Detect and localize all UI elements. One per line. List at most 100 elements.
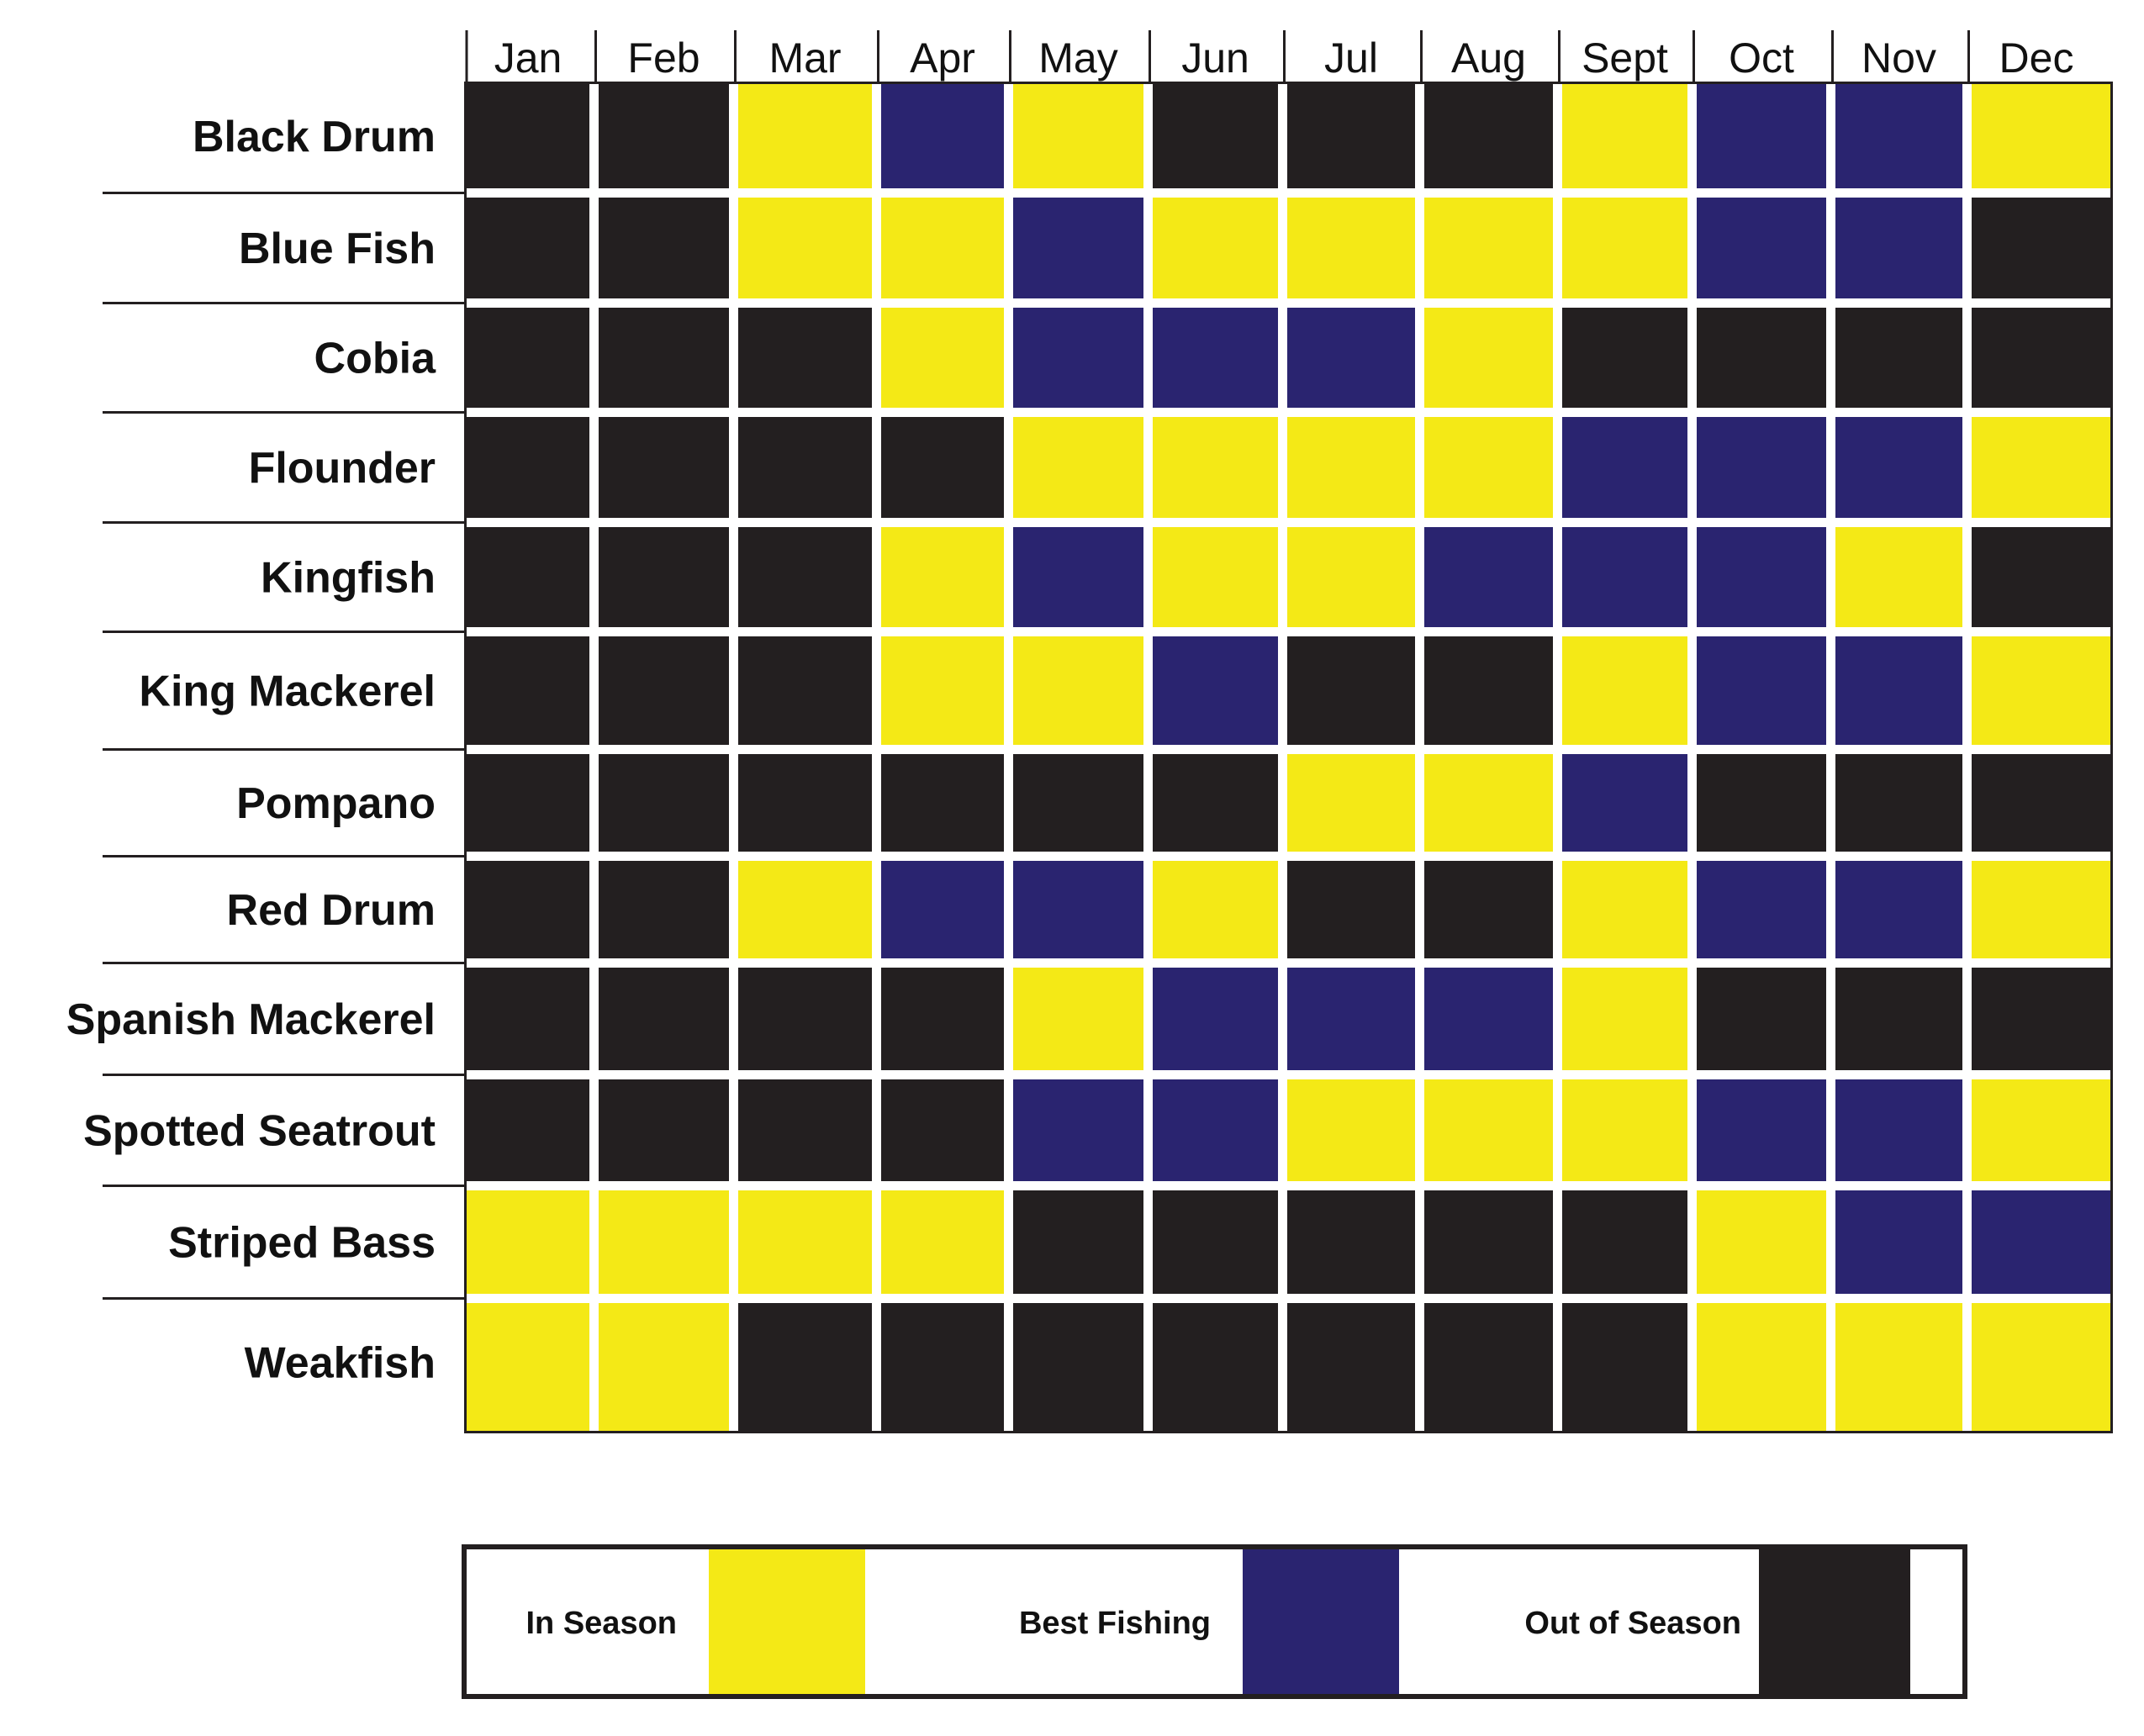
cell-red-drum-may (1013, 861, 1143, 958)
cell-weakfish-feb (599, 1303, 729, 1431)
cell-spotted-seatrout-sept (1562, 1079, 1687, 1181)
cell-spanish-mackerel-dec (1972, 968, 2110, 1070)
cell-spotted-seatrout-jan (467, 1079, 589, 1181)
cell-cobia-dec (1972, 308, 2110, 408)
cell-cobia-mar (738, 308, 872, 408)
cell-kingfish-oct (1697, 527, 1826, 627)
cell-black-drum-mar (738, 84, 872, 188)
cell-weakfish-jan (467, 1303, 589, 1431)
cell-red-drum-mar (738, 861, 872, 958)
cell-blue-fish-sept (1562, 198, 1687, 298)
cell-black-drum-may (1013, 84, 1143, 188)
cell-kingfish-mar (738, 527, 872, 627)
cell-pompano-dec (1972, 754, 2110, 852)
cell-red-drum-nov (1835, 861, 1962, 958)
cell-cobia-feb (599, 308, 729, 408)
cell-red-drum-aug (1424, 861, 1553, 958)
cell-spotted-seatrout-jun (1153, 1079, 1278, 1181)
cell-spotted-seatrout-mar (738, 1079, 872, 1181)
cell-flounder-dec (1972, 417, 2110, 518)
cell-pompano-jul (1287, 754, 1415, 852)
cell-black-drum-sept (1562, 84, 1687, 188)
legend-swatch-out-of-season (1759, 1549, 1910, 1694)
cell-pompano-may (1013, 754, 1143, 852)
month-dividers (465, 30, 1970, 82)
month-label-sept: Sept (1582, 34, 1668, 82)
cell-black-drum-aug (1424, 84, 1553, 188)
cell-striped-bass-jun (1153, 1190, 1278, 1294)
cell-cobia-jan (467, 308, 589, 408)
month-label-oct: Oct (1729, 34, 1794, 82)
row-divider-lines (103, 192, 467, 1300)
cell-weakfish-dec (1972, 1303, 2110, 1431)
cell-pompano-aug (1424, 754, 1553, 852)
cell-kingfish-nov (1835, 527, 1962, 627)
cell-weakfish-mar (738, 1303, 872, 1431)
row-label-king-mackerel: King Mackerel (139, 667, 436, 716)
legend-label-best-fishing: Best Fishing (1019, 1606, 1211, 1641)
cell-striped-bass-aug (1424, 1190, 1553, 1294)
row-label-blue-fish: Blue Fish (239, 224, 436, 273)
cell-king-mackerel-apr (881, 636, 1004, 745)
month-label-apr: Apr (910, 34, 975, 82)
row-label-cobia: Cobia (314, 335, 437, 383)
cell-red-drum-jun (1153, 861, 1278, 958)
cell-black-drum-jan (467, 84, 589, 188)
cell-striped-bass-jul (1287, 1190, 1415, 1294)
cell-blue-fish-mar (738, 198, 872, 298)
cell-black-drum-jul (1287, 84, 1415, 188)
cell-pompano-jun (1153, 754, 1278, 852)
legend: In Season Best Fishing Out of Season (462, 1544, 1967, 1699)
cell-king-mackerel-mar (738, 636, 872, 745)
cell-spanish-mackerel-mar (738, 968, 872, 1070)
cell-cobia-jul (1287, 308, 1415, 408)
cell-blue-fish-aug (1424, 198, 1553, 298)
cell-weakfish-sept (1562, 1303, 1687, 1431)
cell-spotted-seatrout-may (1013, 1079, 1143, 1181)
cell-kingfish-apr (881, 527, 1004, 627)
cell-flounder-oct (1697, 417, 1826, 518)
cell-weakfish-apr (881, 1303, 1004, 1431)
cell-king-mackerel-dec (1972, 636, 2110, 745)
cell-kingfish-dec (1972, 527, 2110, 627)
cell-king-mackerel-nov (1835, 636, 1962, 745)
cell-flounder-sept (1562, 417, 1687, 518)
cell-spanish-mackerel-jan (467, 968, 589, 1070)
month-label-aug: Aug (1451, 34, 1526, 82)
cell-pompano-apr (881, 754, 1004, 852)
row-label-spotted-seatrout: Spotted Seatrout (83, 1107, 436, 1156)
cell-striped-bass-apr (881, 1190, 1004, 1294)
cell-blue-fish-feb (599, 198, 729, 298)
month-label-may: May (1038, 34, 1117, 82)
cell-kingfish-feb (599, 527, 729, 627)
cell-kingfish-aug (1424, 527, 1553, 627)
cell-king-mackerel-jan (467, 636, 589, 745)
cell-spotted-seatrout-oct (1697, 1079, 1826, 1181)
cell-spotted-seatrout-dec (1972, 1079, 2110, 1181)
cell-cobia-nov (1835, 308, 1962, 408)
cell-flounder-nov (1835, 417, 1962, 518)
cell-cobia-jun (1153, 308, 1278, 408)
month-label-jun: Jun (1181, 34, 1249, 82)
cell-kingfish-sept (1562, 527, 1687, 627)
cell-red-drum-dec (1972, 861, 2110, 958)
cell-weakfish-may (1013, 1303, 1143, 1431)
cell-kingfish-may (1013, 527, 1143, 627)
cell-king-mackerel-may (1013, 636, 1143, 745)
cell-weakfish-nov (1835, 1303, 1962, 1431)
cell-spotted-seatrout-feb (599, 1079, 729, 1181)
cell-cobia-apr (881, 308, 1004, 408)
cell-black-drum-feb (599, 84, 729, 188)
cell-pompano-nov (1835, 754, 1962, 852)
cell-king-mackerel-jul (1287, 636, 1415, 745)
cell-spanish-mackerel-jun (1153, 968, 1278, 1070)
cell-striped-bass-sept (1562, 1190, 1687, 1294)
cell-kingfish-jun (1153, 527, 1278, 627)
cell-weakfish-aug (1424, 1303, 1553, 1431)
cell-king-mackerel-oct (1697, 636, 1826, 745)
row-label-pompano: Pompano (236, 779, 436, 828)
cell-flounder-apr (881, 417, 1004, 518)
cell-spanish-mackerel-sept (1562, 968, 1687, 1070)
cell-pompano-mar (738, 754, 872, 852)
